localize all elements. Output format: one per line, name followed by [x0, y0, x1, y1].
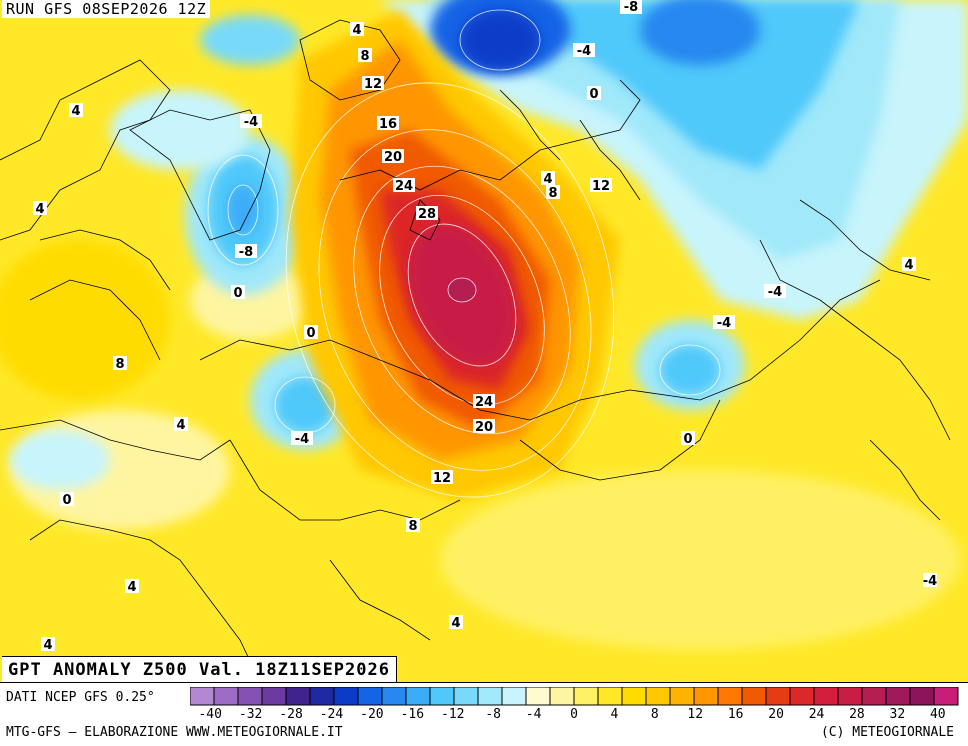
anomaly-field	[0, 0, 968, 682]
contour-label: -4	[768, 285, 782, 300]
legend-swatch	[381, 687, 407, 706]
legend-tick-label: 4	[610, 707, 619, 722]
contour-label: 12	[364, 77, 382, 92]
legend-swatch	[669, 687, 695, 706]
contour-label: 4	[35, 202, 44, 217]
legend-tick-label: -8	[485, 707, 501, 722]
contour-label: 8	[115, 357, 124, 372]
contour-label: 20	[475, 420, 493, 435]
legend-swatch	[357, 687, 383, 706]
contour-label: 0	[683, 432, 692, 447]
legend-swatch	[813, 687, 839, 706]
legend-swatch	[933, 687, 959, 706]
contour-label: 20	[384, 150, 402, 165]
contour-label: 8	[548, 186, 557, 201]
legend-swatch	[741, 687, 767, 706]
copyright-text: (C) METEOGIORNALE	[820, 725, 954, 740]
contour-label: 4	[43, 638, 52, 653]
contour-label: 12	[592, 179, 610, 194]
contour-label: 24	[395, 179, 413, 194]
contour-label: -8	[239, 245, 253, 260]
legend-swatch	[213, 687, 239, 706]
legend-swatch	[477, 687, 503, 706]
contour-label: 4	[127, 580, 136, 595]
anomaly-map: -8 4 8 12 16 20 24 28 -4 0 4 8 12 -4 -8 …	[0, 0, 968, 682]
legend-swatch	[190, 687, 215, 706]
legend-swatch	[501, 687, 527, 706]
contour-label: 4	[176, 418, 185, 433]
contour-label: 24	[475, 395, 493, 410]
legend-swatch	[285, 687, 311, 706]
legend-tick-label: -16	[400, 707, 425, 722]
legend-tick-label: -24	[319, 707, 344, 722]
contour-label: -4	[577, 44, 591, 59]
contour-label: 28	[418, 207, 436, 222]
contour-labels: -8 4 8 12 16 20 24 28 -4 0 4 8 12 -4 -8 …	[33, 0, 937, 653]
contour-label: 0	[589, 87, 598, 102]
legend-tick-label: 0	[570, 707, 578, 722]
legend-tick-label: 28	[849, 707, 865, 722]
legend-tick-label: 24	[808, 707, 825, 722]
map-title: GPT ANOMALY Z500 Val. 18Z11SEP2026	[2, 656, 397, 683]
legend-tick-label: 20	[768, 707, 784, 722]
legend-swatch	[765, 687, 791, 706]
legend-tick-label: 8	[650, 707, 659, 722]
contour-label: -4	[923, 574, 937, 589]
legend-tick-label: -4	[525, 707, 542, 722]
legend-swatch	[429, 687, 455, 706]
legend-swatch	[645, 687, 671, 706]
legend-swatch	[405, 687, 431, 706]
contour-label: 8	[408, 519, 417, 534]
data-source: DATI NCEP GFS 0.25°	[6, 690, 155, 705]
contour-label: 0	[306, 326, 315, 341]
legend-swatch	[621, 687, 647, 706]
legend-swatch	[261, 687, 287, 706]
legend-tick-label: -28	[279, 707, 303, 722]
legend-swatch	[237, 687, 263, 706]
contour-label: 4	[543, 172, 552, 187]
legend-swatch	[525, 687, 551, 706]
contour-label: 4	[352, 23, 361, 38]
contour-label: -4	[244, 115, 258, 130]
run-label: RUN GFS 08SEP2026 12Z	[2, 0, 211, 18]
legend-swatch	[909, 687, 935, 706]
contour-label: -4	[295, 432, 309, 447]
contour-label: 4	[904, 258, 913, 273]
legend-swatch	[573, 687, 599, 706]
contour-label: 4	[451, 616, 460, 631]
legend-tick-label: -20	[360, 707, 384, 722]
legend-swatch	[717, 687, 743, 706]
contour-label: 0	[62, 493, 71, 508]
contour-label: 0	[233, 286, 242, 301]
legend-swatch	[453, 687, 479, 706]
legend-tick-label: 12	[687, 707, 704, 722]
legend-swatch	[693, 687, 719, 706]
legend-tick-label: -40	[198, 707, 222, 722]
footer: DATI NCEP GFS 0.25° -40 -32 -28 -24 -20 -16 -1…	[0, 682, 968, 746]
credit-text: MTG-GFS — ELABORAZIONE WWW.METEOGIORNALE…	[6, 725, 343, 740]
legend-tick-label: -12	[440, 707, 465, 722]
legend-swatch	[861, 687, 887, 706]
color-legend	[190, 687, 959, 706]
legend-swatch	[309, 687, 335, 706]
legend-swatch	[837, 687, 863, 706]
contour-label: 12	[433, 471, 451, 486]
legend-swatch	[885, 687, 911, 706]
legend-tick-label: 40	[929, 707, 946, 722]
legend-tick-label: -32	[238, 707, 263, 722]
legend-tick-label: 32	[889, 707, 906, 722]
contour-lines	[207, 9, 721, 498]
contour-label: 16	[379, 117, 397, 132]
legend-swatch	[549, 687, 575, 706]
legend-swatch	[333, 687, 359, 706]
contour-label: -4	[717, 316, 731, 331]
contour-label: 8	[360, 49, 369, 64]
legend-tick-label: 16	[727, 707, 744, 722]
legend-swatch	[597, 687, 623, 706]
contour-label: 4	[71, 104, 80, 119]
legend-swatch	[789, 687, 815, 706]
contour-label: -8	[624, 0, 638, 15]
